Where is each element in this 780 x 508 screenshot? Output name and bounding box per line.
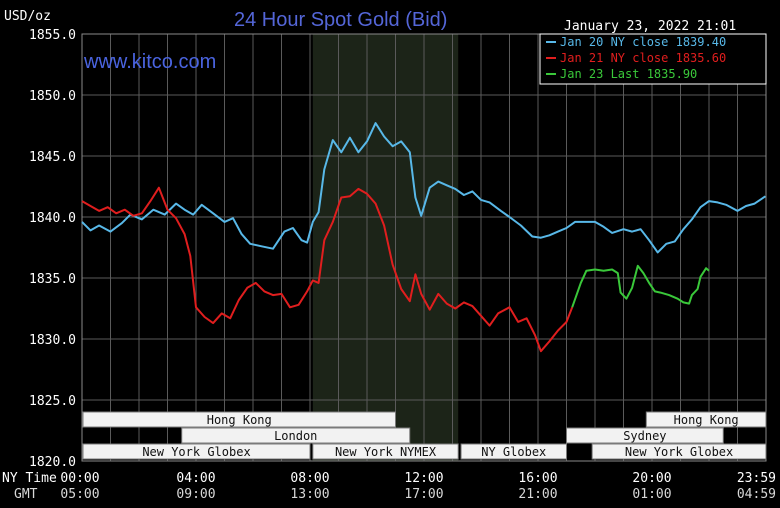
nymex-shaded-region <box>312 34 459 461</box>
x-tick-label-gmt: 17:00 <box>404 487 443 502</box>
x-tick-label-gmt: 09:00 <box>176 487 215 502</box>
legend-entry: Jan 21 NY close 1835.60 <box>560 51 726 65</box>
session-bar <box>82 443 311 460</box>
session-bar <box>181 427 411 444</box>
y-tick-label: 1850.0 <box>29 89 76 104</box>
x-row-label-ny: NY Time <box>2 471 57 486</box>
x-row-label-gmt: GMT <box>14 487 38 502</box>
y-tick-label: 1855.0 <box>29 28 76 43</box>
session-label: London <box>274 429 317 443</box>
y-tick-label: 1825.0 <box>29 394 76 409</box>
y-tick-label: 1840.0 <box>29 211 76 226</box>
x-tick-label-ny: 12:00 <box>404 471 443 486</box>
y-axis-label: USD/oz <box>4 9 51 24</box>
session-bar <box>645 411 767 428</box>
timestamp-label: January 23, 2022 21:01 <box>564 19 736 34</box>
y-tick-label: 1820.0 <box>29 455 76 470</box>
x-tick-label-gmt: 13:00 <box>290 487 329 502</box>
legend-entry: Jan 20 NY close 1839.40 <box>560 35 726 49</box>
x-tick-label-ny: 20:00 <box>632 471 671 486</box>
session-label: New York Globex <box>142 445 250 459</box>
x-tick-label-ny: 08:00 <box>290 471 329 486</box>
series-line <box>571 264 710 308</box>
website-label: www.kitco.com <box>83 51 216 73</box>
session-label: New York NYMEX <box>335 445 437 459</box>
session-label: NY Globex <box>481 445 546 459</box>
legend-entry: Jan 23 Last 1835.90 <box>560 67 697 81</box>
y-tick-label: 1845.0 <box>29 150 76 165</box>
session-label: Sydney <box>623 429 666 443</box>
session-bar <box>591 443 767 460</box>
x-tick-label-gmt: 01:00 <box>632 487 671 502</box>
x-tick-label-gmt: 05:00 <box>60 487 99 502</box>
session-bar <box>566 427 724 444</box>
x-tick-label-ny: 23:59 <box>737 471 776 486</box>
series-line <box>81 122 766 254</box>
y-tick-label: 1830.0 <box>29 333 76 348</box>
x-tick-label-ny: 04:00 <box>176 471 215 486</box>
x-tick-label-ny: 16:00 <box>518 471 557 486</box>
session-label: Hong Kong <box>674 413 739 427</box>
legend-box <box>539 33 767 85</box>
plot-frame <box>81 33 767 462</box>
session-bar <box>312 443 459 460</box>
x-tick-label-ny: 00:00 <box>60 471 99 486</box>
session-label: Hong Kong <box>207 413 272 427</box>
session-bar <box>460 443 567 460</box>
chart-title: 24 Hour Spot Gold (Bid) <box>234 9 447 31</box>
x-tick-label-gmt: 21:00 <box>518 487 557 502</box>
session-label: New York Globex <box>625 445 733 459</box>
y-tick-label: 1835.0 <box>29 272 76 287</box>
series-line <box>81 186 574 353</box>
x-tick-label-gmt: 04:59 <box>737 487 776 502</box>
session-bar <box>82 411 396 428</box>
